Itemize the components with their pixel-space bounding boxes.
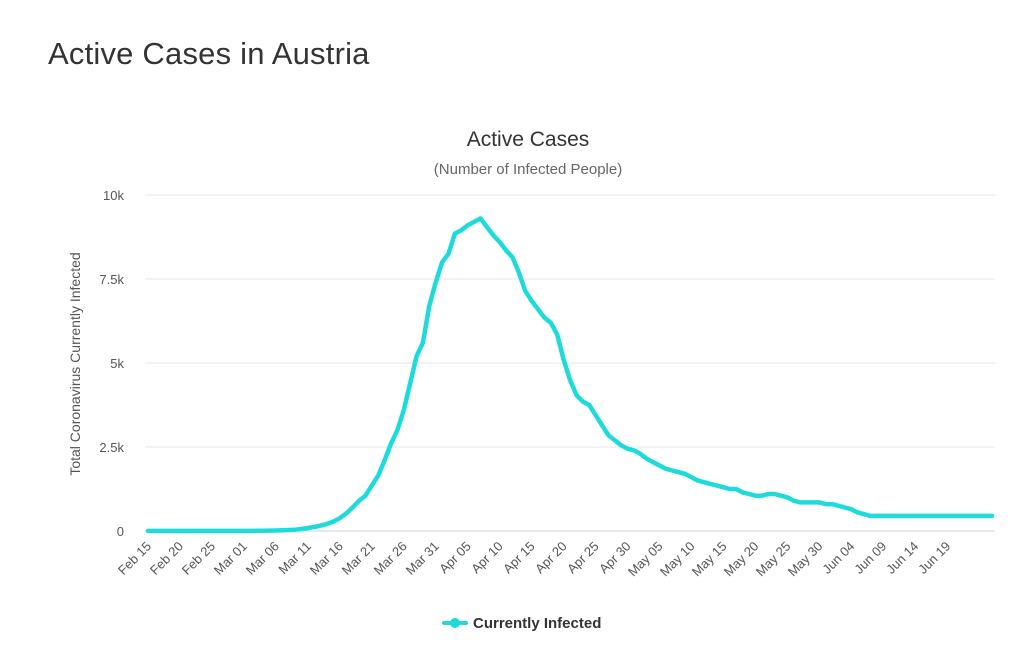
x-tick-label: Apr 25 (564, 539, 602, 577)
legend-dot-marker (450, 618, 460, 628)
x-tick-label: Mar 01 (211, 539, 250, 578)
x-tick-label: Mar 21 (339, 539, 378, 578)
x-tick-label: Jun 04 (819, 539, 857, 577)
y-tick-label: 2.5k (99, 440, 124, 455)
x-tick-label: May 30 (785, 539, 826, 580)
x-tick-label: Jun 19 (915, 539, 953, 577)
y-axis-title: Total Coronavirus Currently Infected (67, 252, 83, 475)
chart-title: Active Cases (467, 128, 590, 151)
chart-subtitle: (Number of Infected People) (434, 161, 622, 178)
y-tick-label: 0 (117, 524, 124, 539)
x-tick-label: May 10 (657, 539, 698, 580)
x-tick-label: Apr 15 (500, 539, 538, 577)
x-tick-label: Feb 20 (147, 539, 186, 578)
x-tick-label: Jun 09 (851, 539, 889, 577)
y-tick-label: 7.5k (99, 272, 124, 287)
x-tick-label: Feb 25 (179, 539, 218, 578)
x-tick-label: May 25 (753, 539, 794, 580)
x-tick-label: May 20 (721, 539, 762, 580)
series-layer (145, 216, 995, 534)
x-tick-label: Mar 11 (275, 539, 314, 578)
x-tick-label: May 15 (689, 539, 730, 580)
y-tick-label: 10k (103, 188, 124, 203)
x-tick-label: Mar 26 (371, 539, 410, 578)
legend-label: Currently Infected (473, 615, 601, 632)
y-tick-labels: 0 2.5k 5k 7.5k 10k (99, 188, 124, 539)
x-tick-label: Apr 20 (532, 539, 570, 577)
series-line-currently-infected[interactable] (145, 216, 995, 534)
x-tick-label: Mar 16 (307, 539, 346, 578)
x-tick-label: Mar 06 (243, 539, 282, 578)
x-tick-label: Feb 15 (115, 539, 154, 578)
x-tick-label: Apr 10 (468, 539, 506, 577)
x-tick-label: Mar 31 (403, 539, 442, 578)
y-tick-label: 5k (110, 356, 124, 371)
x-tick-label: Apr 05 (436, 539, 474, 577)
x-tick-label: Jun 14 (883, 539, 921, 577)
x-tick-label: May 05 (625, 539, 666, 580)
legend[interactable]: Currently Infected (442, 615, 601, 632)
page-title: Active Cases in Austria (48, 36, 370, 71)
grid-layer (145, 194, 995, 532)
